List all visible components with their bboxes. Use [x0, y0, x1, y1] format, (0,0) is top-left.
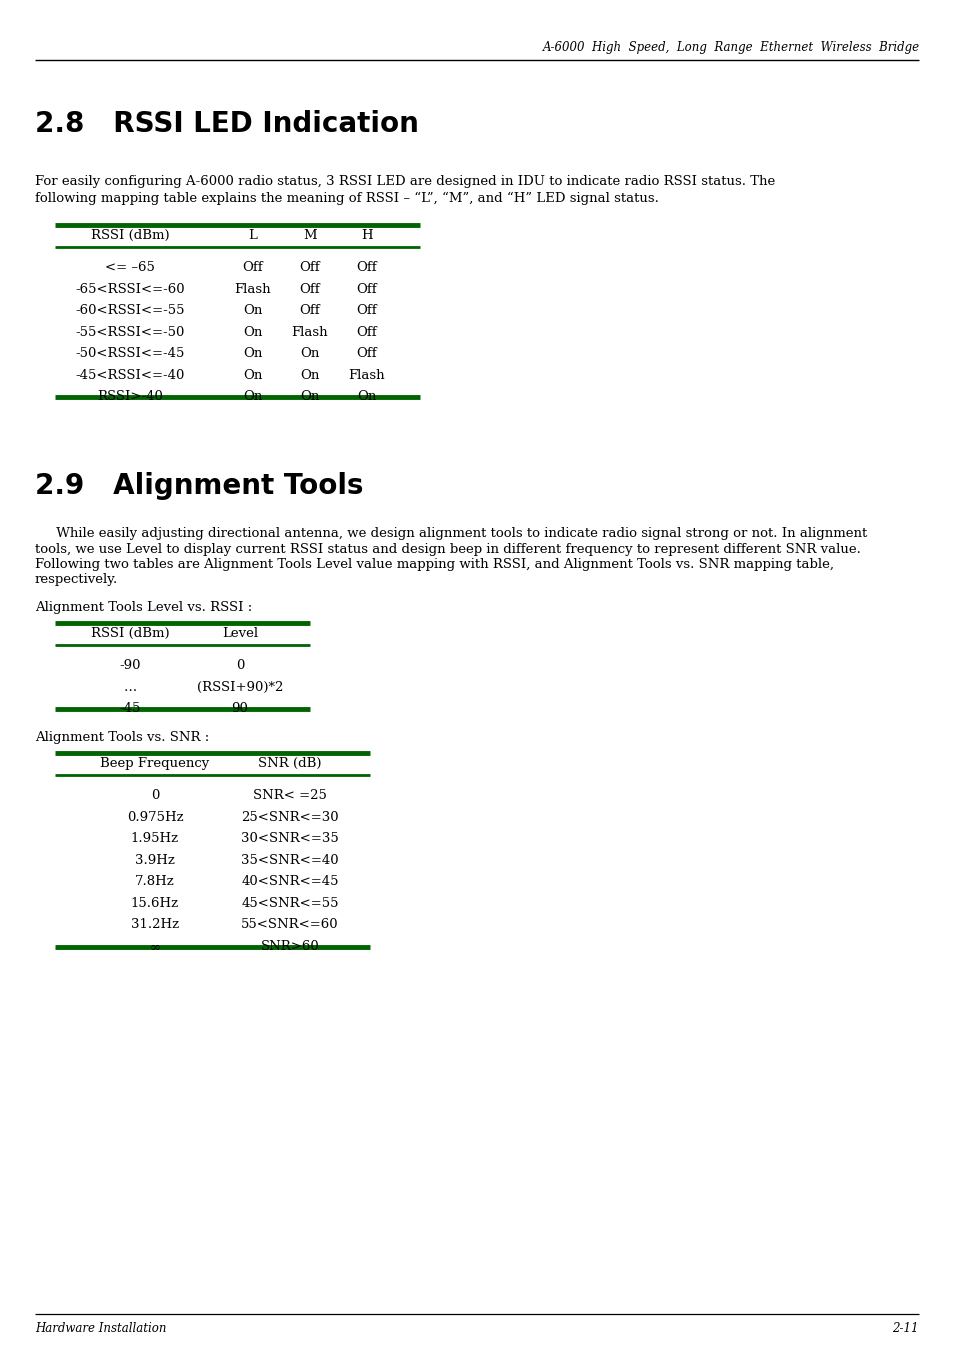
- Text: Flash: Flash: [234, 282, 271, 296]
- Text: On: On: [357, 390, 376, 403]
- Text: Off: Off: [299, 304, 320, 317]
- Text: tools, we use Level to display current RSSI status and design beep in different : tools, we use Level to display current R…: [35, 543, 860, 555]
- Text: …: …: [123, 681, 136, 694]
- Text: -65<RSSI<=-60: -65<RSSI<=-60: [75, 282, 185, 296]
- Text: While easily adjusting directional antenna, we design alignment tools to indicat: While easily adjusting directional anten…: [35, 527, 866, 540]
- Text: Off: Off: [356, 347, 377, 361]
- Text: 7.8Hz: 7.8Hz: [135, 875, 174, 888]
- Text: For easily configuring A-6000 radio status, 3 RSSI LED are designed in IDU to in: For easily configuring A-6000 radio stat…: [35, 176, 775, 188]
- Text: M: M: [303, 230, 316, 242]
- Text: L: L: [249, 230, 257, 242]
- Text: Off: Off: [242, 261, 263, 274]
- Text: Off: Off: [356, 261, 377, 274]
- Text: 90: 90: [232, 703, 248, 715]
- Text: 35<SNR<=40: 35<SNR<=40: [241, 854, 338, 867]
- Text: -45: -45: [119, 703, 140, 715]
- Text: Level: Level: [222, 627, 258, 640]
- Text: 15.6Hz: 15.6Hz: [131, 897, 179, 909]
- Text: -50<RSSI<=-45: -50<RSSI<=-45: [75, 347, 185, 361]
- Text: On: On: [243, 326, 262, 339]
- Text: H: H: [361, 230, 373, 242]
- Text: SNR (dB): SNR (dB): [258, 757, 321, 770]
- Text: On: On: [300, 369, 319, 382]
- Text: Hardware Installation: Hardware Installation: [35, 1323, 167, 1335]
- Text: A-6000  High  Speed,  Long  Range  Ethernet  Wireless  Bridge: A-6000 High Speed, Long Range Ethernet W…: [542, 42, 919, 54]
- Text: 2.8   RSSI LED Indication: 2.8 RSSI LED Indication: [35, 109, 418, 138]
- Text: 3.9Hz: 3.9Hz: [135, 854, 174, 867]
- Text: -45<RSSI<=-40: -45<RSSI<=-40: [75, 369, 185, 382]
- Text: 31.2Hz: 31.2Hz: [131, 919, 179, 931]
- Text: RSSI (dBm): RSSI (dBm): [91, 230, 169, 242]
- Text: RSSI (dBm): RSSI (dBm): [91, 627, 169, 640]
- Text: On: On: [243, 369, 262, 382]
- Text: 40<SNR<=45: 40<SNR<=45: [241, 875, 338, 888]
- Text: 0.975Hz: 0.975Hz: [127, 811, 183, 824]
- Text: Following two tables are Alignment Tools Level value mapping with RSSI, and Alig: Following two tables are Alignment Tools…: [35, 558, 833, 571]
- Text: 0: 0: [235, 659, 244, 673]
- Text: Off: Off: [356, 304, 377, 317]
- Text: Off: Off: [356, 326, 377, 339]
- Text: On: On: [300, 347, 319, 361]
- Text: 2.9   Alignment Tools: 2.9 Alignment Tools: [35, 471, 363, 500]
- Text: Beep Frequency: Beep Frequency: [100, 757, 210, 770]
- Text: following mapping table explains the meaning of RSSI – “L”, “M”, and “H” LED sig: following mapping table explains the mea…: [35, 192, 659, 205]
- Text: RSSI>-40: RSSI>-40: [97, 390, 163, 403]
- Text: Alignment Tools vs. SNR :: Alignment Tools vs. SNR :: [35, 731, 209, 744]
- Text: respectively.: respectively.: [35, 574, 118, 586]
- Text: -60<RSSI<=-55: -60<RSSI<=-55: [75, 304, 185, 317]
- Text: On: On: [300, 390, 319, 403]
- Text: Off: Off: [299, 282, 320, 296]
- Text: Flash: Flash: [292, 326, 328, 339]
- Text: Alignment Tools Level vs. RSSI :: Alignment Tools Level vs. RSSI :: [35, 601, 252, 613]
- Text: On: On: [243, 304, 262, 317]
- Text: On: On: [243, 390, 262, 403]
- Text: 1.95Hz: 1.95Hz: [131, 832, 179, 846]
- Text: -55<RSSI<=-50: -55<RSSI<=-50: [75, 326, 185, 339]
- Text: 2-11: 2-11: [892, 1323, 918, 1335]
- Text: SNR>60: SNR>60: [260, 940, 319, 952]
- Text: Off: Off: [299, 261, 320, 274]
- Text: Flash: Flash: [349, 369, 385, 382]
- Text: 55<SNR<=60: 55<SNR<=60: [241, 919, 338, 931]
- Text: Off: Off: [356, 282, 377, 296]
- Text: On: On: [243, 347, 262, 361]
- Text: <= –65: <= –65: [105, 261, 154, 274]
- Text: (RSSI+90)*2: (RSSI+90)*2: [196, 681, 283, 694]
- Text: 30<SNR<=35: 30<SNR<=35: [241, 832, 338, 846]
- Text: ∞: ∞: [150, 940, 160, 952]
- Text: 45<SNR<=55: 45<SNR<=55: [241, 897, 338, 909]
- Text: SNR< =25: SNR< =25: [253, 789, 327, 802]
- Text: 25<SNR<=30: 25<SNR<=30: [241, 811, 338, 824]
- Text: 0: 0: [151, 789, 159, 802]
- Text: -90: -90: [119, 659, 141, 673]
